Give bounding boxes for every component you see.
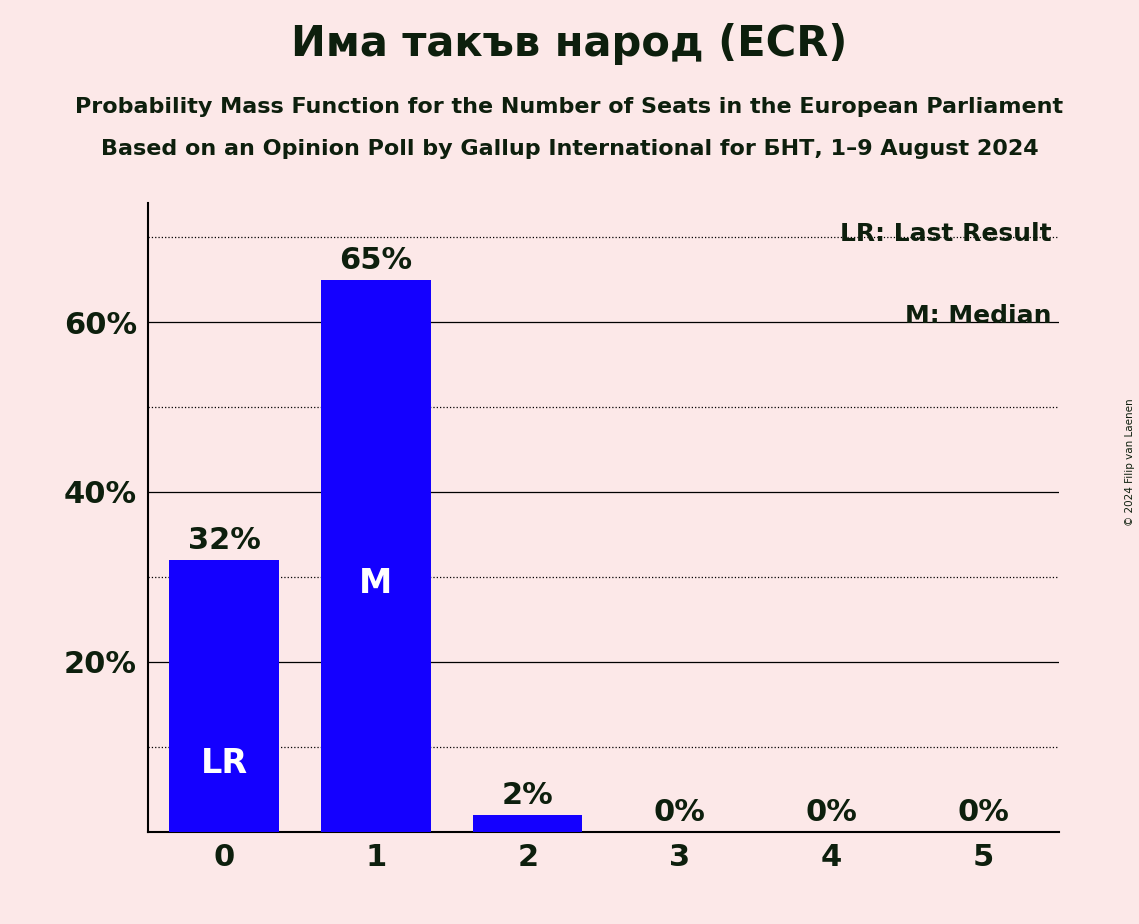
Text: 0%: 0% — [958, 797, 1009, 826]
Bar — [170, 560, 279, 832]
Text: 2%: 2% — [502, 781, 554, 809]
Text: 65%: 65% — [339, 246, 412, 274]
Text: 0%: 0% — [654, 797, 705, 826]
Text: LR: Last Result: LR: Last Result — [841, 222, 1051, 246]
Bar — [473, 815, 582, 832]
Text: Based on an Opinion Poll by Gallup International for БНТ, 1–9 August 2024: Based on an Opinion Poll by Gallup Inter… — [100, 139, 1039, 159]
Bar — [321, 280, 431, 832]
Text: LR: LR — [200, 748, 247, 780]
Text: © 2024 Filip van Laenen: © 2024 Filip van Laenen — [1125, 398, 1134, 526]
Text: Probability Mass Function for the Number of Seats in the European Parliament: Probability Mass Function for the Number… — [75, 97, 1064, 117]
Text: Има такъв народ (ECR): Има такъв народ (ECR) — [292, 23, 847, 65]
Text: M: M — [359, 566, 393, 600]
Text: M: Median: M: Median — [906, 304, 1051, 328]
Text: 0%: 0% — [805, 797, 858, 826]
Text: 32%: 32% — [188, 526, 261, 554]
